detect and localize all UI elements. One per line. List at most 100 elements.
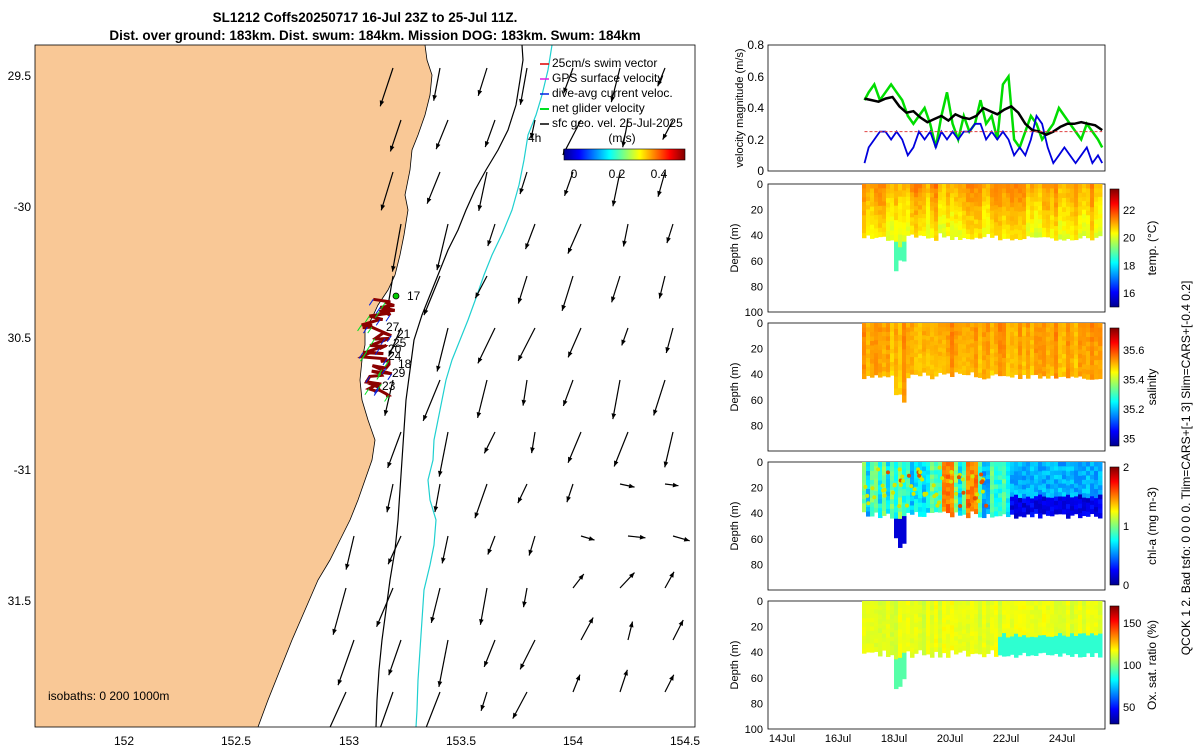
velocity-vector	[664, 431, 674, 468]
section-cell	[1030, 353, 1035, 358]
section-cell	[1042, 214, 1047, 220]
section-cell	[894, 474, 899, 482]
section-cell	[906, 368, 911, 374]
section-cell	[990, 366, 995, 372]
section-cell	[1066, 368, 1071, 374]
section-cell	[918, 331, 923, 337]
section-cell	[1030, 184, 1035, 189]
section-cell	[922, 231, 927, 237]
section-cell	[946, 356, 951, 362]
section-cell	[974, 474, 979, 480]
section-cell	[878, 188, 883, 194]
section-cell	[906, 218, 911, 224]
section-cell	[938, 628, 943, 635]
section-cell	[1086, 215, 1091, 221]
section-cell	[974, 466, 979, 472]
section-cell	[942, 327, 947, 333]
section-cell	[986, 644, 991, 650]
section-cell	[978, 462, 983, 468]
section-cell	[878, 466, 883, 472]
section-cell	[1082, 231, 1087, 236]
section-cell	[878, 354, 883, 360]
section-cell	[994, 335, 999, 341]
section-cell	[914, 188, 919, 194]
section-cell	[1054, 221, 1059, 227]
section-cell	[1014, 188, 1019, 194]
section-cell	[998, 470, 1003, 476]
section-cell	[1098, 231, 1103, 237]
section-cell	[1050, 462, 1055, 468]
section-cell	[1086, 332, 1091, 338]
track-vector	[375, 307, 381, 314]
section-cell	[1090, 207, 1095, 213]
section-cell	[878, 214, 883, 220]
section-cell	[954, 478, 959, 484]
section-cell	[990, 197, 995, 203]
section-cell	[962, 365, 967, 371]
section-cell	[862, 486, 867, 492]
section-cell	[934, 482, 939, 488]
velocity-vector	[388, 639, 402, 676]
section-cell	[950, 601, 955, 606]
section-cell	[1002, 628, 1007, 634]
section-cell	[1042, 479, 1047, 485]
velocity-arrowhead	[380, 204, 386, 211]
section-cell	[1074, 323, 1079, 329]
section-cell	[990, 353, 995, 359]
section-cell	[894, 205, 899, 214]
section-cell	[1034, 623, 1039, 629]
section-cell	[1050, 488, 1055, 494]
section-cell	[1010, 623, 1015, 629]
time-tick: 22Jul	[993, 733, 1019, 745]
section-cell	[1062, 479, 1067, 485]
section-cell	[886, 504, 891, 510]
section-cell	[950, 498, 955, 504]
section-cell	[934, 474, 939, 480]
section-cell	[950, 371, 955, 378]
section-cell	[1058, 474, 1063, 480]
day-marker: 24	[388, 349, 402, 363]
section-cell	[898, 608, 903, 616]
section-cell	[1058, 623, 1063, 630]
section-cell	[922, 601, 927, 607]
section-cell	[1046, 627, 1051, 633]
section-ylabel: Depth (m)	[729, 363, 741, 412]
section-cell	[1066, 197, 1071, 203]
section-cell	[946, 470, 951, 476]
section-cell	[1034, 487, 1039, 493]
section-cell	[878, 336, 883, 342]
section-cell	[966, 466, 971, 472]
section-cell	[1058, 642, 1063, 648]
section-cell	[1006, 462, 1011, 468]
section-cell	[962, 357, 967, 363]
section-cell	[906, 462, 911, 467]
section-cell	[1018, 470, 1023, 477]
section-cell	[902, 672, 907, 680]
section-cell	[1086, 192, 1091, 198]
velocity-arrowhead	[477, 89, 483, 96]
section-cell	[902, 323, 907, 331]
colorbar-title: (m/s)	[608, 131, 635, 145]
section-cell	[1042, 466, 1047, 472]
section-cell	[938, 503, 943, 509]
section-cell	[1030, 507, 1035, 513]
section-cell	[902, 203, 907, 211]
section-cell	[902, 336, 907, 344]
section-cell	[898, 323, 903, 330]
section-cell	[962, 633, 967, 639]
section-cell	[922, 184, 927, 189]
section-cell	[978, 636, 983, 642]
track-vector	[376, 373, 382, 380]
section-cell	[1054, 368, 1059, 375]
section-cell	[990, 507, 995, 513]
section-cell	[946, 508, 951, 514]
section-cell	[906, 209, 911, 215]
section-cell	[902, 475, 907, 483]
section-cell	[1094, 206, 1099, 212]
section-cell	[922, 222, 927, 228]
section-cell	[1082, 624, 1087, 630]
section-cell	[906, 341, 911, 347]
section-cell	[1074, 644, 1079, 650]
section-cell	[1034, 474, 1039, 480]
velocity-arrowhead	[388, 669, 393, 676]
